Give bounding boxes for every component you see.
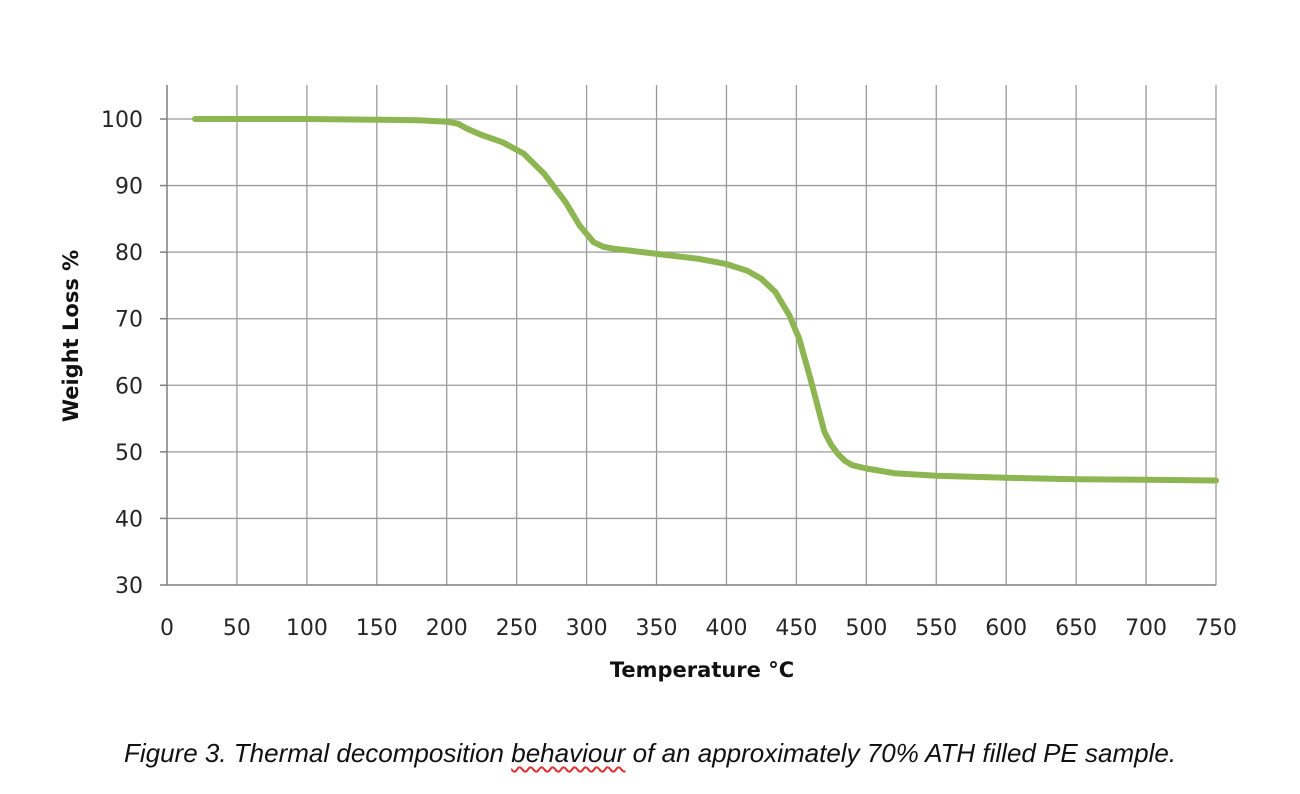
x-tick-label: 500 [845, 616, 887, 641]
caption-flagged-word: behaviour [511, 738, 626, 768]
x-tick-label: 550 [915, 616, 957, 641]
series-line [192, 116, 1219, 484]
y-tick-label: 50 [115, 441, 143, 466]
caption-text-after: of an approximately 70% ATH filled PE sa… [625, 738, 1177, 768]
x-tick-label: 0 [160, 616, 174, 641]
x-tick-label: 700 [1125, 616, 1167, 641]
x-tick-label: 50 [223, 616, 251, 641]
y-tick-label: 80 [115, 241, 143, 266]
x-axis-title: Temperature °C [610, 658, 794, 682]
x-tick-label: 150 [356, 616, 398, 641]
x-tick-labels: 0 50 100 150 200 250 300 350 400 450 500 550 600 650 7… [160, 616, 1237, 641]
chart: 0 50 100 150 200 250 300 350 400 450 500 550 600 650 7… [59, 85, 1237, 682]
y-tick-label: 90 [115, 175, 143, 200]
y-tick-label: 70 [115, 308, 143, 333]
figure-caption: Figure 3. Thermal decomposition behaviou… [0, 738, 1300, 769]
x-tick-label: 100 [286, 616, 328, 641]
x-tick-label: 450 [775, 616, 817, 641]
x-tick-label: 600 [985, 616, 1027, 641]
y-tick-labels: 30 40 50 60 70 80 90 100 [101, 108, 143, 599]
x-tick-label: 650 [1055, 616, 1097, 641]
y-tick-label: 100 [101, 108, 143, 133]
caption-text-before: Figure 3. Thermal decomposition [123, 738, 512, 768]
y-tick-label: 40 [115, 507, 143, 532]
x-tick-label: 200 [426, 616, 468, 641]
x-tick-label: 300 [566, 616, 608, 641]
x-tick-label: 250 [496, 616, 538, 641]
y-tick-label: 30 [115, 574, 143, 599]
x-tick-label: 750 [1195, 616, 1237, 641]
x-tick-label: 350 [636, 616, 678, 641]
axes [160, 85, 1216, 586]
y-axis-title: Weight Loss % [59, 250, 83, 422]
grid-lines [167, 85, 1217, 585]
y-tick-label: 60 [115, 374, 143, 399]
x-tick-label: 400 [705, 616, 747, 641]
